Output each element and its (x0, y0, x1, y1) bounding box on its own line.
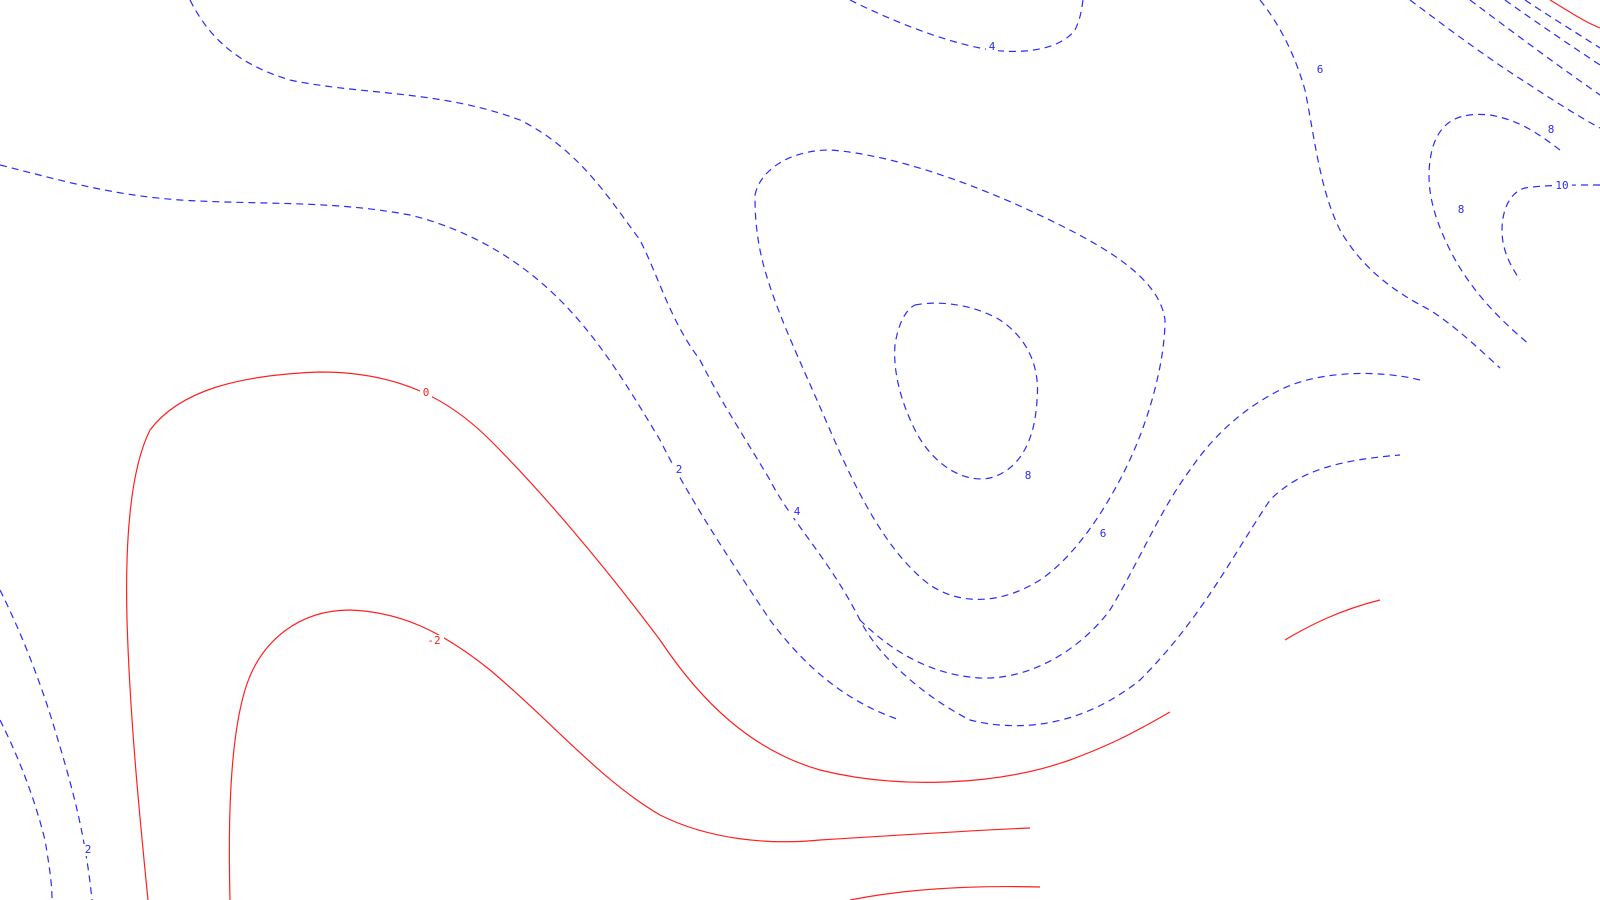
contour-label-4-top: 4 (986, 40, 998, 53)
contour-label-2-bottom-left: 2 (82, 843, 94, 856)
contour-line-top-right-d (1524, 0, 1600, 49)
svg-text:6: 6 (1317, 63, 1324, 76)
contour-line-minus-2-bottom (849, 885, 1041, 900)
svg-text:8: 8 (1458, 203, 1465, 216)
contour-line-8-inner (894, 302, 1039, 480)
contour-line-6-center (859, 372, 1421, 679)
contour-line-0 (125, 371, 1171, 900)
svg-text:6: 6 (1100, 527, 1107, 540)
contour-line-6-right (1259, 0, 1501, 369)
contour-line-top-right-b (1469, 0, 1600, 96)
svg-text:2: 2 (85, 843, 92, 856)
svg-text:2: 2 (676, 463, 683, 476)
contour-line-4-top (849, 0, 1084, 53)
contour-label-6-right: 6 (1314, 63, 1326, 76)
contour-line-2-top-left (189, 0, 1401, 727)
svg-text:4: 4 (989, 40, 996, 53)
contour-label-minus-2: -2 (424, 634, 444, 647)
contour-line-top-right-c (1504, 0, 1600, 66)
svg-text:8: 8 (1548, 123, 1555, 136)
contour-label-4-center: 4 (791, 505, 803, 518)
contour-line-2-left (0, 164, 901, 721)
svg-text:8: 8 (1025, 469, 1032, 482)
svg-text:-2: -2 (427, 634, 440, 647)
contour-line-top-right-a (1409, 0, 1600, 129)
contour-line-10-right (1501, 184, 1600, 281)
contour-line-2-bottom-left-outer (0, 589, 93, 900)
contour-line-4-center (754, 149, 1166, 600)
contour-label-2-center: 2 (673, 463, 685, 476)
contour-label-8-right-top: 8 (1545, 123, 1557, 136)
contour-label-10-right: 10 (1552, 179, 1572, 192)
svg-text:10: 10 (1555, 179, 1568, 192)
svg-text:0: 0 (423, 386, 430, 399)
contour-line-negative-corner (1549, 0, 1600, 29)
contour-line-minus-2 (228, 609, 1031, 900)
contour-label-0: 0 (420, 386, 432, 399)
contour-label-6-center: 6 (1097, 527, 1109, 540)
svg-text:4: 4 (794, 505, 801, 518)
contour-line-negative-fragment (1284, 599, 1381, 641)
contour-label-8-center: 8 (1022, 469, 1034, 482)
contour-line-2-bottom-left-inner (0, 719, 53, 900)
contour-label-8-right: 8 (1455, 203, 1467, 216)
contour-line-8-right (1428, 113, 1561, 346)
